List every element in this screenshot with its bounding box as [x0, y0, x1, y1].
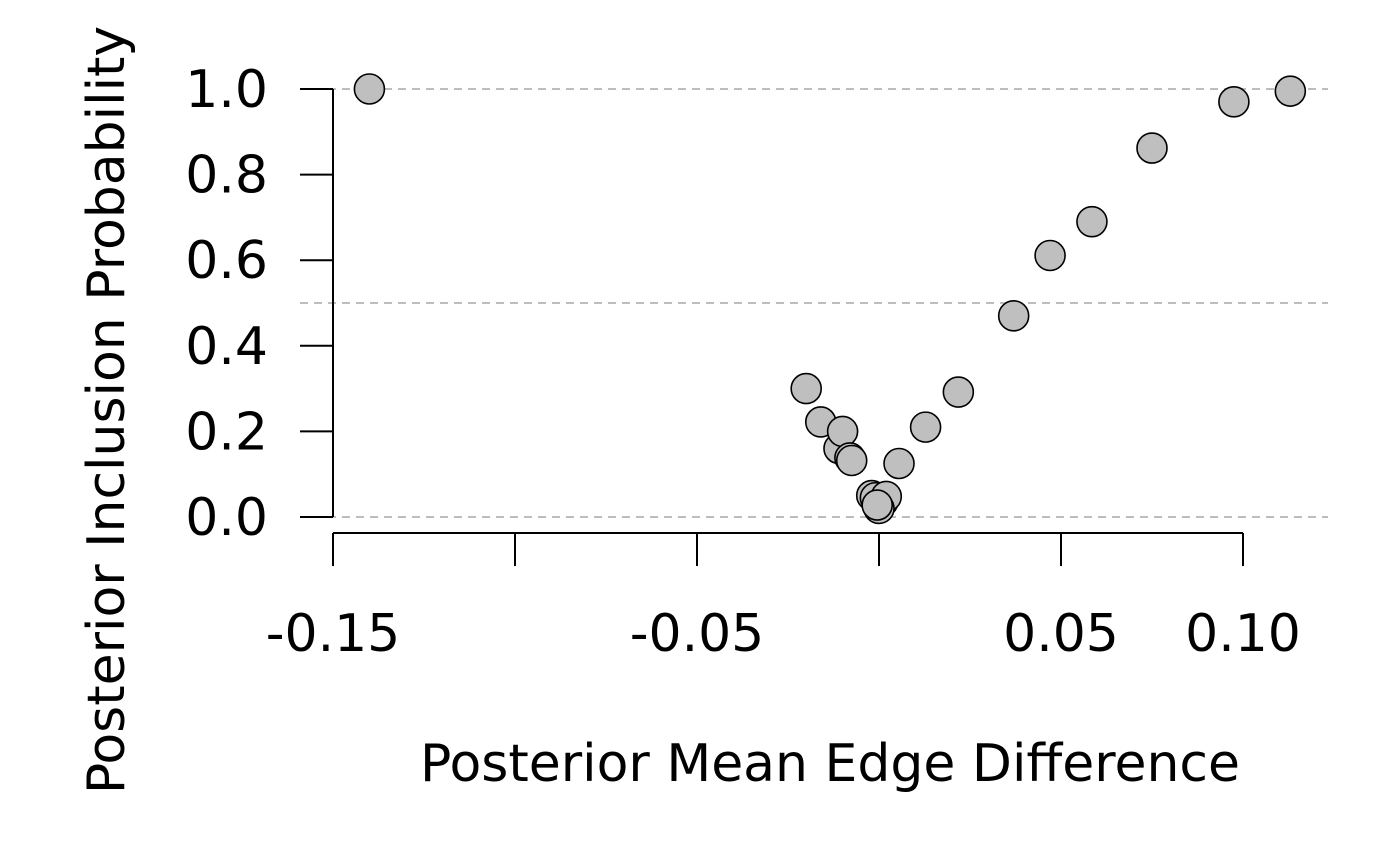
- data-point-16: [997, 300, 1030, 332]
- y-tick-label: 0.6: [185, 231, 268, 291]
- y-tick-label: 0.4: [185, 317, 268, 377]
- data-point-12: [861, 489, 893, 521]
- y-tick-label: 0.2: [185, 402, 268, 462]
- x-axis-ticks: -0.15 -0.05 0.05 0.10: [266, 533, 1301, 664]
- data-point-0: [353, 73, 386, 105]
- y-tick-label: 1.0: [185, 60, 268, 120]
- data-point-18: [1076, 205, 1108, 238]
- data-point-13: [883, 447, 915, 480]
- x-tick-label: -0.05: [630, 604, 765, 664]
- data-point-19: [1136, 132, 1168, 164]
- x-tick-label: 0.10: [1185, 604, 1301, 664]
- data-point-15: [942, 376, 975, 408]
- data-point-21: [1274, 75, 1307, 107]
- reference-lines: [300, 88, 1328, 518]
- y-tick-label: 0.0: [185, 488, 268, 548]
- y-tick-label: 0.8: [185, 146, 268, 206]
- data-point-17: [1034, 239, 1066, 272]
- x-tick-label: 0.05: [1003, 604, 1119, 664]
- x-axis-title: Posterior Mean Edge Difference: [420, 734, 1240, 794]
- data-point-1: [790, 372, 823, 405]
- data-point-4: [826, 415, 859, 448]
- x-tick-label: -0.15: [266, 604, 401, 664]
- y-axis-title: Posterior Inclusion Probability: [77, 26, 137, 794]
- y-axis-ticks: 0.0 0.2 0.4 0.6 0.8 1.0: [185, 60, 333, 548]
- data-point-14: [909, 411, 942, 443]
- data-point-6: [835, 444, 868, 477]
- data-point-20: [1218, 86, 1250, 118]
- data-points: [353, 73, 1307, 525]
